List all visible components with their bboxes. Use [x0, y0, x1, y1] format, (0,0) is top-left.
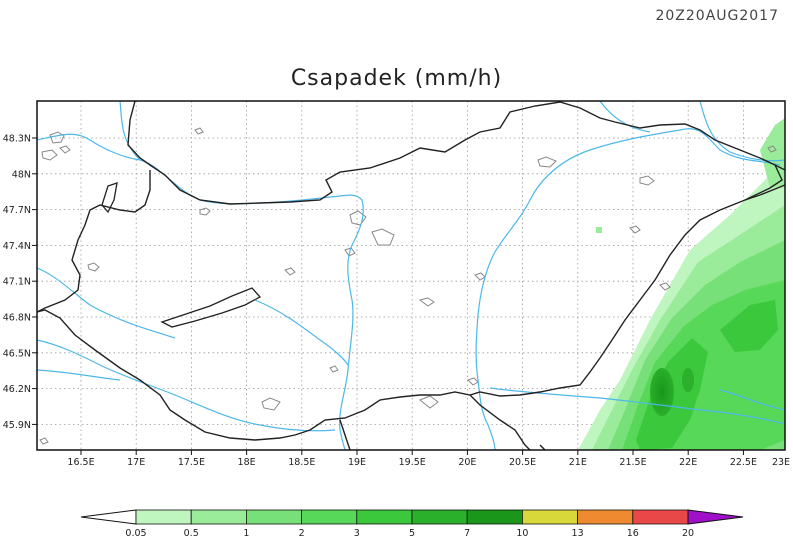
colorbar-label: 1	[243, 528, 249, 539]
lake-balaton	[160, 287, 262, 328]
lon-tick-label: 17E	[127, 457, 145, 468]
lat-tick-label: 47.4N	[3, 241, 31, 252]
colorbar-label: 13	[572, 528, 584, 539]
lon-tick-label: 18.5E	[288, 457, 315, 468]
precip-core	[650, 368, 674, 416]
river-drava-2	[37, 369, 121, 381]
lat-tick-label: 46.8N	[3, 313, 31, 324]
lon-tick-label: 19E	[348, 457, 366, 468]
axis-marks: 16.5E 17E 17.5E 18E 18.5E 19E 19.5E 20E 20.5E 21E…	[3, 134, 790, 469]
lat-tick-label: 48.3N	[3, 134, 31, 145]
colorbar-label: 16	[627, 528, 639, 539]
river-tisza	[475, 128, 781, 450]
lat-tick-label: 45.9N	[3, 420, 31, 431]
river-east	[719, 389, 785, 411]
river-north-1	[119, 101, 141, 161]
lakes	[39, 127, 777, 445]
river-raab	[37, 267, 176, 339]
lon-tick-label: 21E	[569, 457, 587, 468]
lon-tick-label: 16.5E	[67, 457, 94, 468]
colorbar-label: 10	[516, 528, 528, 539]
river-sio	[254, 299, 349, 366]
river-sava-maros	[489, 387, 785, 425]
colorbar-label: 2	[299, 528, 305, 539]
border-south-2	[469, 394, 531, 450]
lon-tick-label: 19.5E	[399, 457, 426, 468]
colorbar-bin	[632, 509, 689, 525]
border-east-ro	[774, 164, 785, 171]
colorbar: 0.05 0.5 1 2 3 5 7 10 13 16 20	[80, 509, 744, 539]
rivers	[37, 101, 785, 450]
river-north-2	[599, 101, 651, 133]
lat-tick-label: 46.5N	[3, 348, 31, 359]
colorbar-bin	[245, 509, 302, 525]
lon-tick-label: 23E	[772, 457, 790, 468]
lat-tick-label: 47.7N	[3, 205, 31, 216]
colorbar-bin	[301, 509, 358, 525]
river-drava	[37, 339, 336, 432]
lon-tick-label: 21.5E	[619, 457, 646, 468]
lat-tick-label: 46.2N	[3, 384, 31, 395]
map-frame	[36, 100, 786, 451]
river-szamos	[699, 101, 785, 162]
colorbar-label: 20	[682, 528, 694, 539]
colorbar-bin	[356, 509, 413, 525]
precip-spot	[596, 227, 602, 233]
lat-tick-label: 48N	[12, 169, 31, 180]
colorbar-arrow-high	[687, 509, 744, 525]
colorbar-bin	[577, 509, 634, 525]
border-austria-west	[37, 170, 151, 313]
lake-neusiedl	[101, 182, 118, 214]
colorbar-bin	[411, 509, 468, 525]
gridlines	[37, 101, 785, 450]
border-south	[339, 419, 351, 450]
precip-core-2	[682, 368, 694, 392]
colorbar-label: 0.5	[184, 528, 199, 539]
borders	[37, 101, 785, 450]
timestamp: 20Z20AUG2017	[655, 8, 779, 24]
lon-tick-label: 20E	[458, 457, 476, 468]
colorbar-label: 5	[409, 528, 415, 539]
precip-band-3b	[720, 300, 778, 352]
lon-tick-label: 22.5E	[730, 457, 757, 468]
precipitation-field	[578, 118, 785, 450]
lat-tick-label: 47.1N	[3, 277, 31, 288]
lon-tick-label: 17.5E	[178, 457, 205, 468]
border-hungary	[37, 101, 783, 441]
colorbar-label: 3	[354, 528, 360, 539]
colorbar-bin	[190, 509, 247, 525]
border-south-3	[539, 444, 546, 450]
border-east-ua	[744, 184, 785, 201]
colorbar-bin	[522, 509, 579, 525]
lon-tick-label: 20.5E	[509, 457, 536, 468]
colorbar-label: 7	[464, 528, 470, 539]
colorbar-bin	[135, 509, 192, 525]
colorbar-arrow-low	[80, 509, 137, 525]
map-title: Csapadek (mm/h)	[290, 66, 503, 91]
colorbar-bin	[466, 509, 523, 525]
lon-tick-label: 18E	[238, 457, 256, 468]
colorbar-label: 0.05	[125, 528, 146, 539]
precip-ne	[760, 118, 785, 188]
lon-tick-label: 22E	[679, 457, 697, 468]
